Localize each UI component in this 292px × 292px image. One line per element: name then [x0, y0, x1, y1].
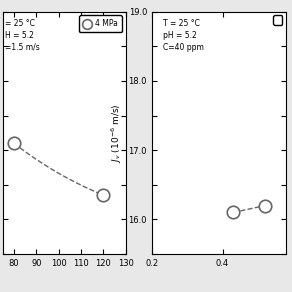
Legend: 4 MPa: 4 MPa [79, 15, 122, 32]
Y-axis label: $J_v$ $(10^{-6}$ m/s): $J_v$ $(10^{-6}$ m/s) [110, 103, 124, 163]
Text: = 25 °C
H = 5.2
=1.5 m/s: = 25 °C H = 5.2 =1.5 m/s [5, 19, 40, 52]
Text: T = 25 °C
pH = 5.2
C=40 ppm: T = 25 °C pH = 5.2 C=40 ppm [163, 19, 204, 52]
Legend:  [273, 15, 282, 25]
